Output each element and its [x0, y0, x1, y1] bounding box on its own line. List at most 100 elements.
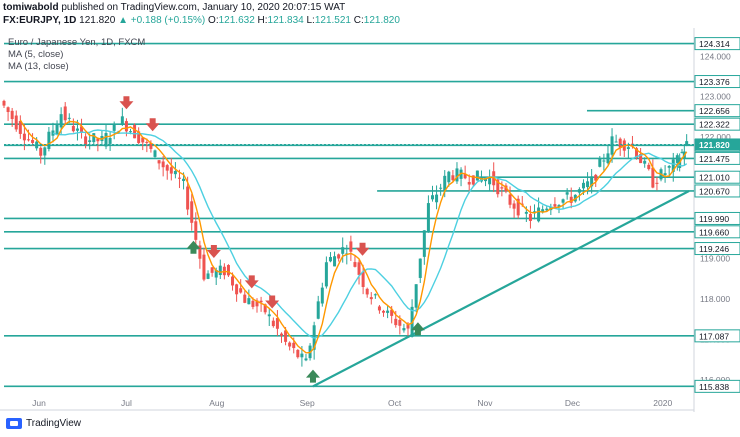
candle-body	[598, 158, 602, 167]
candle-body	[55, 124, 59, 135]
candle-body	[235, 284, 239, 295]
candle-body	[316, 301, 320, 319]
candle-body	[467, 181, 471, 185]
x-tick-label: Sep	[300, 398, 315, 408]
candle-body	[680, 151, 684, 153]
trend-line	[312, 189, 690, 388]
candle-body	[418, 258, 422, 278]
arrow-up-icon	[186, 240, 201, 254]
candle-body	[394, 318, 398, 326]
candle-body	[685, 141, 689, 145]
candle-body	[141, 137, 145, 143]
candle-body	[541, 209, 545, 213]
x-tick-label: Oct	[388, 398, 402, 408]
last-price-box	[695, 138, 740, 151]
x-tick-label: Nov	[477, 398, 493, 408]
candle-body	[182, 178, 186, 182]
candle-body	[251, 300, 255, 307]
candle-body	[398, 319, 402, 326]
candle-body	[198, 245, 202, 259]
candle-body	[6, 107, 10, 113]
candle-body	[545, 208, 549, 211]
candle-body	[169, 167, 173, 174]
candle-body	[267, 314, 271, 317]
candle-body	[663, 173, 667, 176]
candle-body	[451, 175, 455, 181]
candle-body	[373, 294, 377, 296]
candle-body	[202, 254, 206, 280]
candle-body	[63, 106, 67, 121]
candle-body	[214, 270, 218, 278]
candle-body	[14, 115, 18, 130]
candle-body	[165, 165, 169, 171]
x-tick-label: Jul	[121, 398, 132, 408]
level-label: 122.322	[699, 120, 730, 130]
candle-body	[618, 138, 622, 148]
price-chart[interactable]: 116.000117.000118.000119.000120.000121.0…	[0, 28, 740, 413]
arrow-down-icon	[355, 242, 370, 256]
candle-body	[349, 241, 353, 252]
candle-body	[361, 271, 365, 287]
candle-body	[626, 147, 630, 150]
candle-body	[341, 247, 345, 254]
symbol-name[interactable]: FX:EURJPY, 1D	[3, 15, 77, 26]
candle-body	[337, 254, 341, 259]
candle-body	[500, 187, 504, 189]
candle-body	[561, 199, 565, 203]
arrow-down-icon	[119, 96, 134, 110]
candle-body	[239, 288, 243, 293]
candle-body	[369, 297, 373, 300]
level-label: 121.475	[699, 154, 730, 164]
candle-body	[284, 330, 288, 342]
candle-body	[75, 128, 79, 131]
ma5-line	[19, 119, 688, 354]
legend-ma13[interactable]: MA (13, close)	[8, 61, 69, 72]
candle-body	[512, 203, 516, 209]
level-label: 119.660	[699, 227, 729, 237]
candle-body	[471, 175, 475, 185]
candle-body	[218, 265, 222, 275]
level-label-box	[694, 211, 740, 225]
candle-body	[439, 187, 443, 189]
candle-body	[194, 221, 198, 240]
level-label-box	[694, 379, 740, 393]
x-tick-label: Jun	[32, 398, 46, 408]
arrow-down-icon	[206, 244, 221, 258]
candle-body	[594, 174, 598, 181]
candle-body	[651, 167, 655, 188]
candle-body	[443, 175, 447, 192]
candle-body	[71, 125, 75, 132]
candle-body	[635, 148, 639, 158]
candle-body	[59, 114, 63, 128]
candle-body	[129, 131, 133, 133]
level-label-box	[694, 170, 740, 184]
candle-body	[639, 153, 643, 164]
candle-body	[606, 153, 610, 164]
candle-body	[390, 309, 394, 316]
candle-body	[247, 298, 251, 305]
y-tick-label: 119.000	[700, 253, 730, 263]
close-value: 121.820	[363, 15, 400, 26]
candle-body	[488, 176, 492, 185]
close-label: C:	[353, 15, 364, 26]
candle-body	[610, 136, 614, 155]
candle-body	[324, 262, 328, 287]
legend-title: Euro / Japanese Yen, 1D, FXCM	[8, 37, 146, 48]
candle-body	[647, 164, 651, 170]
last-price-label: 121.820	[699, 140, 730, 150]
candle-body	[382, 310, 386, 313]
candle-body	[186, 186, 190, 210]
arrow-up-icon	[410, 322, 425, 336]
publish-text: published on TradingView.com, January 10…	[61, 2, 346, 13]
candle-body	[414, 284, 418, 308]
candle-body	[537, 207, 541, 222]
level-label-box	[694, 104, 740, 118]
change-up-icon: ▲	[118, 15, 128, 26]
publish-info: tomiwabold published on TradingView.com,…	[3, 2, 345, 13]
legend-ma5[interactable]: MA (5, close)	[8, 49, 64, 60]
tradingview-footer[interactable]: TradingView	[6, 418, 81, 429]
candle-body	[581, 182, 585, 189]
candle-body	[263, 304, 267, 313]
level-label-box	[694, 75, 740, 89]
author-name[interactable]: tomiwabold	[3, 2, 59, 13]
